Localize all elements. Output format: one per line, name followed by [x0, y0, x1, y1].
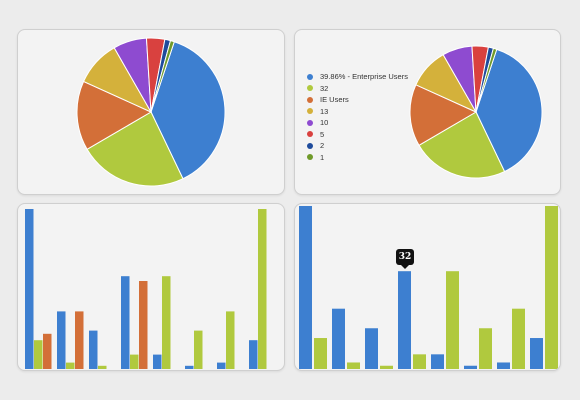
bar-series1-cat1[interactable]	[299, 206, 312, 369]
legend-color-dot	[307, 73, 313, 80]
pie-chart-left	[76, 37, 226, 187]
pie-slice-1[interactable]	[150, 41, 226, 180]
bar-series2-cat1[interactable]	[314, 338, 327, 369]
bar-series1-cat5[interactable]	[153, 354, 162, 369]
pie-slice-2[interactable]	[418, 111, 506, 179]
bar-series2-cat3[interactable]	[98, 365, 107, 369]
bar-chart-right	[299, 206, 558, 369]
bar-series2-cat2[interactable]	[66, 362, 75, 369]
legend-item[interactable]: 10	[307, 117, 408, 129]
bar-series1-cat1[interactable]	[25, 209, 34, 369]
bar-series1-cat4[interactable]	[121, 276, 130, 369]
bar-series2-cat4[interactable]	[130, 354, 139, 369]
pie-slice-3[interactable]	[76, 80, 153, 150]
bar-value-tooltip: 32	[396, 249, 414, 270]
bar-series2-cat6[interactable]	[194, 330, 203, 369]
legend-label: 10	[320, 118, 329, 128]
bar-series1-cat3[interactable]	[365, 328, 378, 369]
legend-label: 32	[320, 83, 329, 93]
bar-chart-panel-right: 32	[294, 203, 561, 371]
pie-chart-right	[409, 45, 543, 179]
legend-item[interactable]: IE Users	[307, 94, 408, 106]
legend-color-dot	[307, 96, 313, 103]
bar-series1-cat5[interactable]	[431, 354, 444, 369]
legend-color-dot	[307, 85, 313, 92]
pie-legend: 39.86% - Enterprise Users 32 IE Users 13 10 5…	[307, 71, 408, 163]
bar-series2-cat6[interactable]	[479, 328, 492, 369]
bar-chart-left	[25, 209, 267, 369]
legend-item[interactable]: 1	[307, 152, 408, 164]
pie-slice-2[interactable]	[86, 111, 184, 187]
bar-series2-cat1[interactable]	[34, 340, 43, 369]
bar-series1-cat2[interactable]	[332, 308, 345, 369]
legend-item[interactable]: 32	[307, 83, 408, 95]
pie-chart-panel-left	[17, 29, 285, 195]
bar-series1-cat6[interactable]	[464, 365, 477, 369]
bar-series1-cat3[interactable]	[89, 330, 98, 369]
legend-label: 5	[320, 129, 325, 139]
bar-chart-panel-left	[17, 203, 285, 371]
legend-item[interactable]: 2	[307, 140, 408, 152]
bar-series2-cat8[interactable]	[545, 206, 558, 369]
bar-series1-cat4[interactable]	[398, 271, 411, 369]
bar-series1-cat7[interactable]	[497, 362, 510, 369]
legend-item[interactable]: 39.86% - Enterprise Users	[307, 71, 408, 83]
legend-color-dot	[307, 154, 313, 161]
bar-series2-cat7[interactable]	[512, 308, 525, 369]
legend-label: 39.86% - Enterprise Users	[320, 72, 408, 82]
legend-item[interactable]: 5	[307, 129, 408, 141]
legend-color-dot	[307, 142, 313, 149]
bar-series1-cat8[interactable]	[249, 340, 258, 369]
legend-color-dot	[307, 119, 313, 126]
bar-series1-cat7[interactable]	[217, 362, 226, 369]
pie-slice-8[interactable]	[150, 39, 175, 113]
bar-series2-cat4[interactable]	[413, 354, 426, 369]
legend-label: IE Users	[320, 95, 349, 105]
pie-chart-panel-right: 39.86% - Enterprise Users 32 IE Users 13 10 5…	[294, 29, 561, 195]
bar-series2-cat2[interactable]	[347, 362, 360, 369]
bar-series2-cat3[interactable]	[380, 365, 393, 369]
legend-label: 2	[320, 141, 325, 151]
bar-series1-cat2[interactable]	[57, 311, 66, 369]
legend-label: 1	[320, 152, 325, 162]
legend-color-dot	[307, 108, 313, 115]
legend-item[interactable]: 13	[307, 106, 408, 118]
legend-label: 13	[320, 106, 329, 116]
bar-series2-cat8[interactable]	[258, 209, 267, 369]
bar-series3-cat1[interactable]	[43, 333, 52, 369]
bar-series3-cat4[interactable]	[139, 281, 148, 369]
bar-series1-cat6[interactable]	[185, 365, 194, 369]
legend-color-dot	[307, 131, 313, 138]
pie-slice-3[interactable]	[409, 84, 478, 146]
bar-series1-cat8[interactable]	[530, 338, 543, 369]
bar-series2-cat7[interactable]	[226, 311, 235, 369]
bar-series2-cat5[interactable]	[446, 271, 459, 369]
pie-slice-1[interactable]	[475, 48, 543, 173]
bar-series2-cat5[interactable]	[162, 276, 171, 369]
bar-series3-cat2[interactable]	[75, 311, 84, 369]
pie-slice-8[interactable]	[475, 47, 498, 113]
